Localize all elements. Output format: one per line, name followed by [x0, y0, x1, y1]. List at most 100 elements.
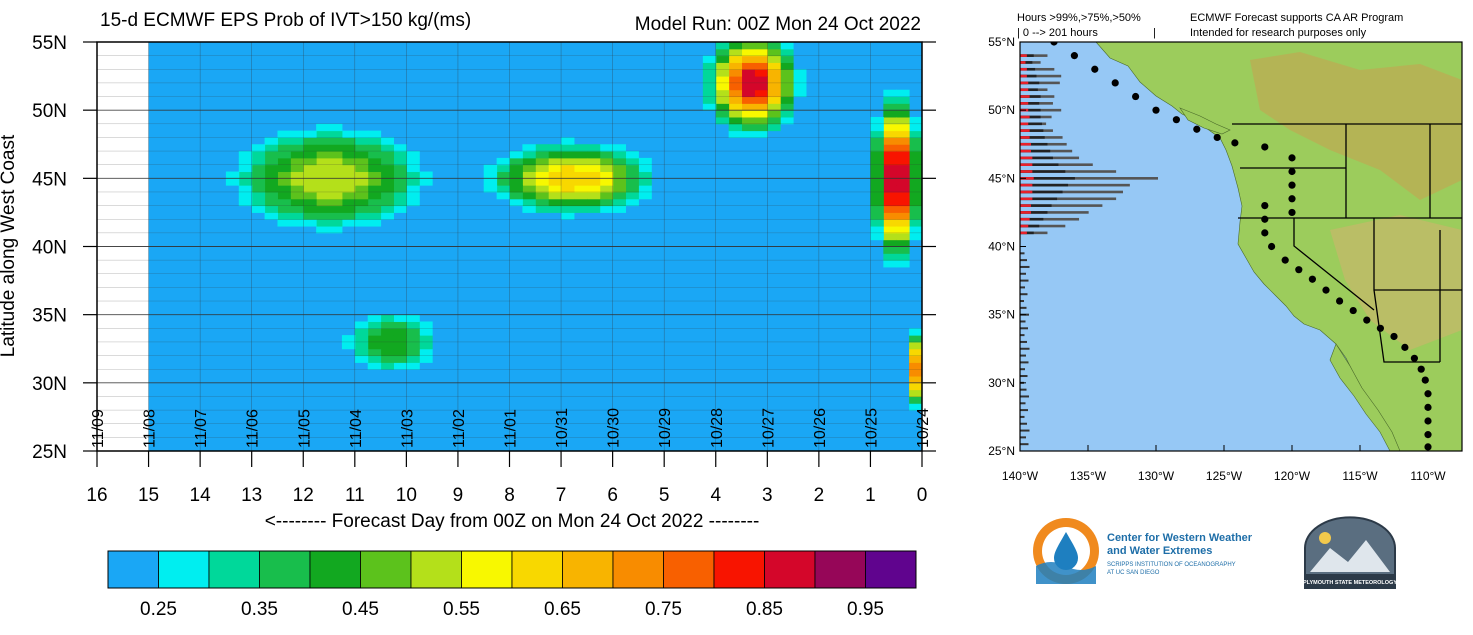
hours-bar — [1020, 436, 1026, 439]
heat-cell — [251, 198, 266, 207]
heat-cell — [586, 205, 601, 213]
heat-cell — [883, 212, 897, 220]
heat-cell — [586, 185, 601, 193]
heat-cell — [264, 144, 278, 152]
heat-cell — [277, 191, 291, 200]
heat-cell — [303, 144, 317, 152]
y-axis-label: Latitude along West Coast — [0, 134, 19, 357]
heat-cell — [238, 198, 253, 207]
heat-cell — [548, 178, 562, 186]
heat-cell — [741, 110, 755, 118]
heat-cell — [406, 164, 420, 173]
heat-cell — [419, 335, 433, 343]
heat-cell — [870, 198, 884, 207]
heat-cell — [238, 157, 253, 166]
heat-cell — [883, 130, 897, 138]
heat-cell — [509, 151, 523, 159]
hours-bar — [1020, 224, 1040, 228]
heat-cell — [419, 348, 433, 357]
heat-cell — [522, 185, 536, 193]
heat-cell — [883, 260, 897, 268]
hours-bar — [1020, 306, 1027, 309]
track-dot — [1152, 106, 1160, 114]
heat-cell — [496, 178, 510, 186]
y-tick-label: 50N — [32, 101, 67, 122]
heat-cell — [264, 157, 278, 166]
heat-cell — [316, 157, 330, 166]
heat-cell — [612, 144, 627, 152]
heat-cell — [870, 191, 884, 200]
heat-cell — [548, 171, 562, 179]
heat-cell — [870, 232, 884, 241]
hours-bar — [1020, 67, 1027, 71]
heat-cell — [702, 76, 717, 84]
heat-cell — [354, 137, 369, 145]
hours-bar — [1020, 81, 1060, 85]
track-dot — [1417, 365, 1425, 373]
hours-bar — [1020, 361, 1029, 364]
cw3e-name-line2: and Water Extremes — [1107, 545, 1212, 557]
heat-cell — [780, 48, 794, 57]
heat-cell — [870, 151, 884, 159]
heat-cell — [367, 130, 382, 138]
heat-cell — [767, 48, 781, 57]
heat-cell — [238, 151, 253, 159]
heat-cell — [896, 157, 910, 166]
cw3e-name-line4: AT UC SAN DIEGO — [1107, 570, 1160, 576]
map-lat-label: 25°N — [988, 444, 1015, 458]
map-lat-ticks: 55°N 50°N 45°N 40°N 35°N 30°N 25°N — [988, 35, 1026, 458]
heat-cell — [612, 185, 627, 193]
date-label: 11/01 — [503, 409, 520, 448]
hours-bar — [1020, 388, 1027, 391]
heat-cell — [367, 171, 382, 179]
heat-cell — [354, 219, 369, 227]
heat-cell — [419, 328, 433, 336]
heat-cell — [509, 191, 523, 200]
heat-cell — [535, 185, 549, 193]
heat-cell — [754, 55, 768, 63]
heat-cell — [728, 76, 743, 84]
hours-bar — [1020, 115, 1041, 119]
heat-cell — [419, 178, 433, 186]
heat-cell — [367, 341, 382, 350]
heat-cell — [909, 185, 922, 193]
heat-cell — [522, 151, 536, 159]
colorbar-swatch — [511, 550, 563, 589]
heat-cell — [741, 82, 755, 91]
heat-cell — [741, 55, 755, 63]
heat-cell — [741, 76, 755, 84]
heat-cell — [625, 185, 639, 193]
hours-bar — [1020, 156, 1053, 160]
heat-cell — [509, 171, 523, 179]
track-dot — [1268, 242, 1276, 251]
track-dot — [1295, 266, 1303, 274]
y-axis-ticks: 55N 50N 45N 40N 35N 30N 25N — [32, 33, 936, 463]
hours-bar — [1020, 177, 1075, 180]
heat-cell — [896, 212, 910, 220]
track-dot — [1322, 286, 1330, 294]
heat-cell — [548, 144, 562, 152]
hours-bar — [1020, 122, 1042, 126]
heat-cell — [612, 198, 627, 207]
heat-cell — [896, 260, 910, 268]
heat-cell — [573, 205, 588, 213]
hours-bar — [1020, 149, 1031, 153]
colorbar-label: 0.65 — [544, 599, 581, 620]
track-dot — [1091, 65, 1099, 73]
heat-cell — [573, 185, 588, 193]
y-tick-label: 30N — [32, 374, 67, 395]
heat-cell — [548, 191, 562, 200]
heat-cell — [406, 341, 420, 350]
heat-cell — [303, 157, 317, 166]
track-dot — [1349, 306, 1357, 315]
heat-cell — [728, 69, 743, 77]
heat-cell — [767, 76, 781, 84]
heat-cell — [909, 123, 922, 132]
heat-cell — [586, 198, 601, 207]
heat-cell — [870, 144, 884, 152]
heat-cell — [522, 144, 536, 152]
heat-cell — [367, 137, 382, 145]
hours-bar — [1020, 170, 1033, 173]
hours-bar — [1020, 190, 1063, 194]
hours-bar — [1020, 61, 1033, 64]
